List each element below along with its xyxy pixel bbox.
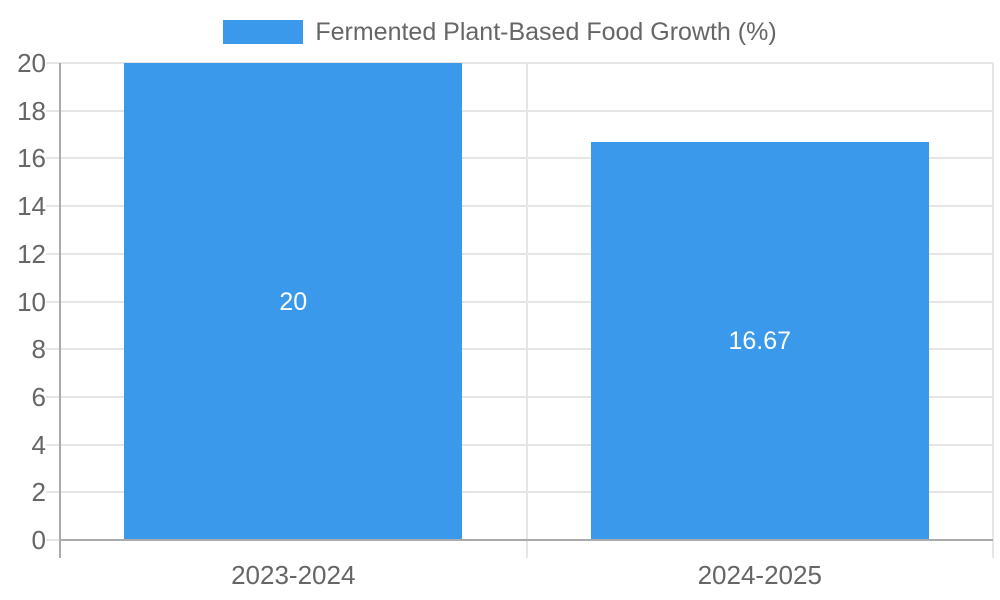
bar-value-label: 16.67	[728, 327, 792, 356]
bar[interactable]	[124, 63, 463, 540]
x-axis-line	[59, 539, 993, 541]
y-gridline	[46, 62, 993, 64]
y-gridline	[46, 157, 993, 160]
x-gridline	[525, 63, 528, 558]
y-tick-label: 12	[17, 238, 46, 269]
y-tick-label: 16	[17, 143, 46, 174]
legend-swatch[interactable]	[223, 20, 304, 44]
y-tick-label: 8	[31, 334, 46, 365]
bar[interactable]	[590, 142, 929, 540]
legend-label: Fermented Plant-Based Food Growth (%)	[315, 18, 777, 46]
x-tick-label: 2024-2025	[697, 560, 822, 590]
y-tick-label: 14	[17, 191, 46, 222]
y-gridline	[46, 109, 993, 112]
legend[interactable]: Fermented Plant-Based Food Growth (%)	[0, 18, 1000, 46]
y-tick-label: 2	[31, 477, 46, 508]
x-tick-label: 2023-2024	[231, 560, 356, 590]
y-tick-label: 18	[17, 95, 46, 126]
y-tick-label: 0	[31, 525, 46, 555]
bar-value-label: 20	[279, 287, 308, 316]
y-gridline	[46, 395, 993, 398]
y-gridline	[46, 300, 993, 303]
y-axis-line	[59, 63, 61, 558]
y-tick-label: 20	[17, 48, 46, 78]
y-gridline	[46, 252, 993, 255]
y-gridline	[46, 443, 993, 446]
y-tick-label: 4	[31, 429, 46, 460]
y-gridline	[46, 348, 993, 351]
y-tick-label: 10	[17, 286, 46, 317]
x-gridline	[992, 63, 994, 558]
y-tick-label: 6	[31, 381, 46, 412]
y-gridline	[46, 205, 993, 208]
y-gridline	[46, 491, 993, 494]
